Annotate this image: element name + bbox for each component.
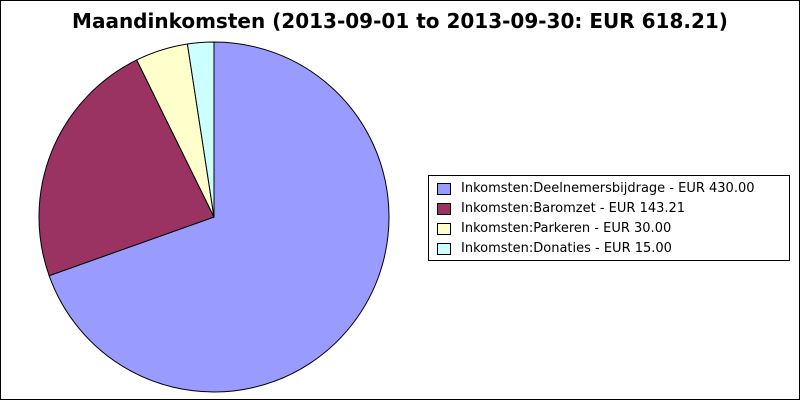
slice-baromzet (38, 59, 215, 277)
legend-swatch (437, 203, 451, 215)
legend-swatch (437, 243, 451, 255)
chart-title: Maandinkomsten (2013-09-01 to 2013-09-30… (72, 9, 728, 33)
legend-label: Inkomsten:Deelnemersbijdrage - EUR 430.0… (461, 181, 755, 196)
legend-label: Inkomsten:Baromzet - EUR 143.21 (461, 201, 686, 216)
slice-donaties (186, 41, 215, 218)
legend-label: Inkomsten:Donaties - EUR 15.00 (461, 241, 672, 256)
slice-deelnemersbijdrage (48, 41, 390, 393)
legend-swatch (437, 223, 451, 235)
legend: Inkomsten:Deelnemersbijdrage - EUR 430.0… (428, 175, 790, 261)
legend-label: Inkomsten:Parkeren - EUR 30.00 (461, 221, 672, 236)
legend-swatch (437, 183, 451, 195)
